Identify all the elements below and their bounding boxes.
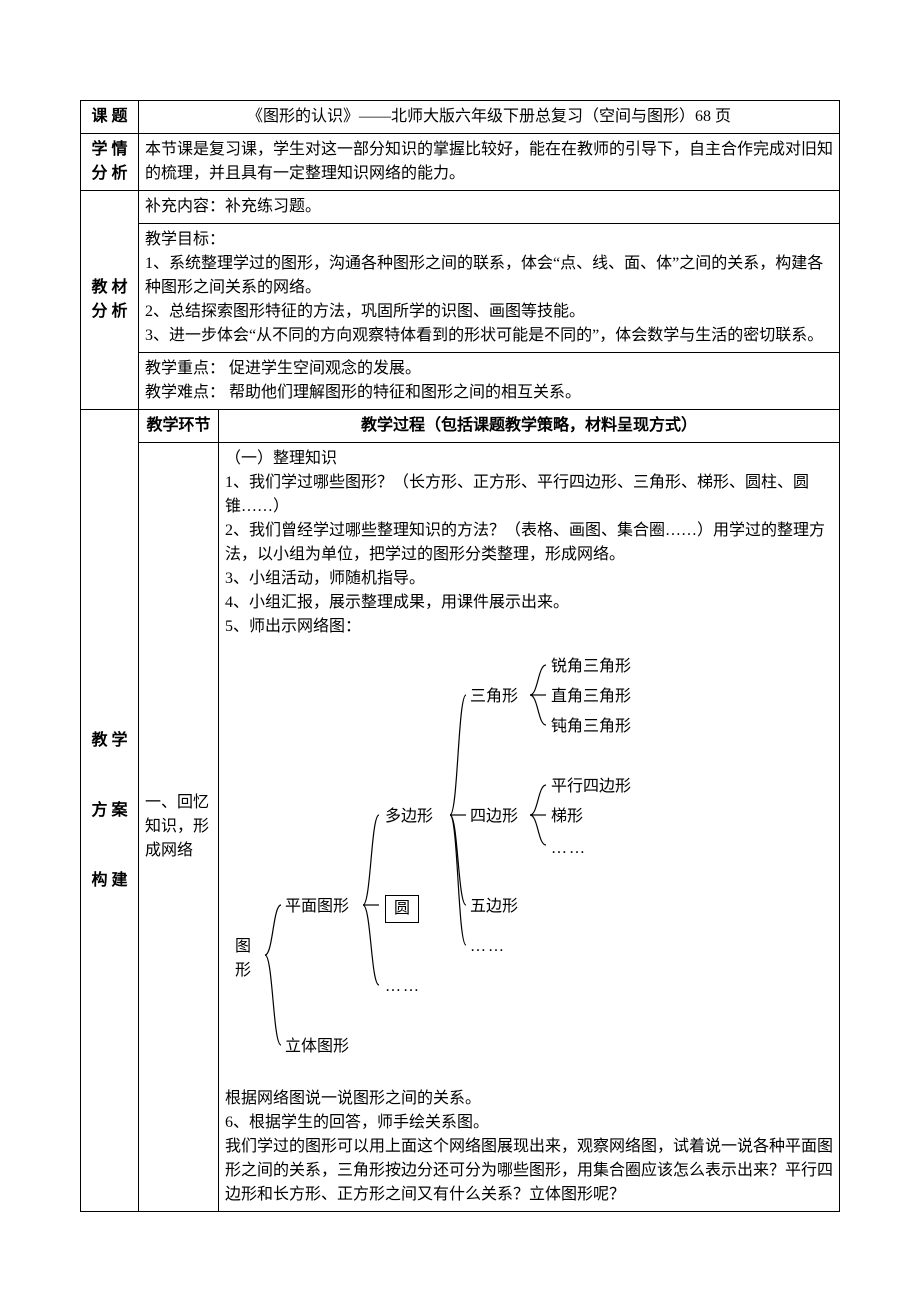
- node-quad: 四边形: [470, 805, 518, 829]
- node-solid: 立体图形: [285, 1035, 349, 1059]
- goal3: 3、进一步体会“从不同的方向观察特体看到的形状可能是不同的”，体会数学与生活的密…: [145, 324, 833, 348]
- difficulty: 教学难点： 帮助他们理解图形的特征和图形之间的相互关系。: [145, 381, 833, 405]
- goal2: 2、总结探索图形特征的方法，巩固所学的识图、画图等技能。: [145, 300, 833, 324]
- p4: 4、小组汇报，展示整理成果，用课件展示出来。: [225, 591, 833, 615]
- node-obtuse: 钝角三角形: [551, 715, 631, 739]
- p6a: 根据网络图说一说图形之间的关系。: [225, 1087, 833, 1111]
- node-para: 平行四边形: [551, 775, 631, 799]
- node-trap: 梯形: [551, 805, 583, 829]
- node-poly: 多边形: [385, 805, 433, 829]
- row2-label: 学 情 分 析: [81, 134, 139, 191]
- p1: 1、我们学过哪些图形？（长方形、正方形、平行四边形、三角形、梯形、圆柱、圆锥………: [225, 471, 833, 519]
- node-dots3: ……: [551, 837, 587, 861]
- node-circle: 圆: [385, 895, 419, 923]
- row2-content: 本节课是复习课，学生对这一部分知识的掌握比较好，能在在教师的引导下，自主合作完成…: [139, 134, 840, 191]
- row3-supplement: 补充内容：补充练习题。: [139, 191, 840, 224]
- h1: （一）整理知识: [225, 447, 833, 471]
- row3-label: 教 材 分 析: [81, 191, 139, 410]
- row3-focus-diff: 教学重点： 促进学生空间观念的发展。 教学难点： 帮助他们理解图形的特征和图形之…: [139, 353, 840, 410]
- lesson-body: （一）整理知识 1、我们学过哪些图形？（长方形、正方形、平行四边形、三角形、梯形…: [219, 443, 840, 1212]
- node-acute: 锐角三角形: [551, 655, 631, 679]
- p7: 我们学过的图形可以用上面这个网络图展现出来，观察网络图，试着说一说各种平面图形之…: [225, 1135, 833, 1207]
- node-dots2: ……: [470, 935, 506, 959]
- p3: 3、小组活动，师随机指导。: [225, 567, 833, 591]
- goal1: 1、系统整理学过的图形，沟通各种图形之间的联系，体会“点、线、面、体”之间的关系…: [145, 252, 833, 300]
- section-title: 一、回忆知识，形成网络: [139, 443, 219, 1212]
- node-dots1: ……: [385, 975, 421, 999]
- goals-title: 教学目标：: [145, 228, 833, 252]
- node-tri: 三角形: [470, 685, 518, 709]
- p5: 5、师出示网络图：: [225, 615, 833, 639]
- node-root: 图 形: [235, 935, 251, 983]
- tree-lines: [225, 645, 825, 1085]
- node-right: 直角三角形: [551, 685, 631, 709]
- row1-label: 课 题: [81, 101, 139, 134]
- node-plane: 平面图形: [285, 895, 349, 919]
- row1-content: 《图形的认识》——北师大版六年级下册总复习（空间与图形）68 页: [139, 101, 840, 134]
- p6b: 6、根据学生的回答，师手绘关系图。: [225, 1111, 833, 1135]
- node-penta: 五边形: [470, 895, 518, 919]
- focus: 教学重点： 促进学生空间观念的发展。: [145, 357, 833, 381]
- p2: 2、我们曾经学过哪些整理知识的方法？（表格、画图、集合圈……）用学过的整理方法，…: [225, 519, 833, 567]
- tree-diagram: 图 形 平面图形 立体图形 多边形 圆 …… 三角形 四边形 五边形 …… 锐角…: [225, 645, 833, 1085]
- row3-goals: 教学目标： 1、系统整理学过的图形，沟通各种图形之间的联系，体会“点、线、面、体…: [139, 224, 840, 353]
- row4-col2: 教学过程（包括课题教学策略，材料呈现方式）: [219, 410, 840, 443]
- row5-left-label: 教 学 方 案 构 建: [81, 410, 139, 1212]
- row4-col1: 教学环节: [139, 410, 219, 443]
